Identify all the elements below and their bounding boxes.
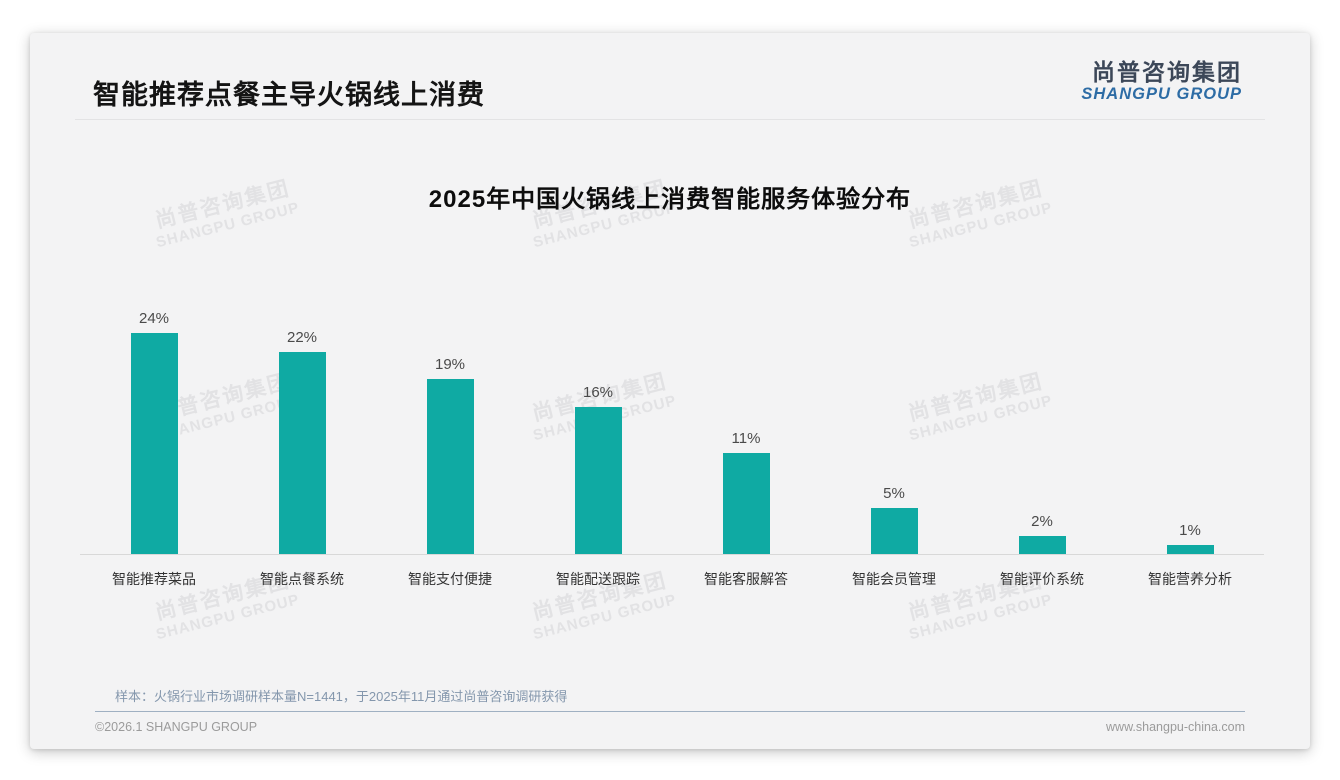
bar-slot: 5%: [820, 273, 968, 554]
company-logo: 尚普咨询集团 SHANGPU GROUP: [1081, 59, 1242, 104]
logo-en-text: SHANGPU GROUP: [1081, 85, 1242, 104]
category-label: 智能点餐系统: [260, 571, 344, 587]
bar-chart-plot: 24% 22% 19% 16% 11% 5% 2% 1%: [80, 273, 1264, 554]
bar: [1018, 536, 1066, 554]
bar-slot: 2%: [968, 273, 1116, 554]
bar-value-label: 5%: [883, 485, 905, 502]
chart-title: 2025年中国火锅线上消费智能服务体验分布: [428, 186, 912, 213]
bar: [130, 333, 178, 554]
bar: [278, 352, 326, 554]
title-divider: [75, 119, 1265, 120]
category-label: 智能会员管理: [852, 571, 936, 587]
bar-value-label: 24%: [138, 310, 170, 327]
bar-slot: 16%: [524, 273, 672, 554]
bar: [574, 407, 622, 554]
page-title: 智能推荐点餐主导火锅线上消费: [93, 80, 485, 110]
bar-slot: 22%: [228, 273, 376, 554]
bar-slot: 19%: [376, 273, 524, 554]
category-axis: 智能推荐菜品 智能点餐系统 智能支付便捷 智能配送跟踪 智能客服解答 智能会员管理 智能评价…: [80, 569, 1264, 589]
footer: ©2026.1 SHANGPU GROUP www.shangpu-china.…: [95, 720, 1245, 734]
bar-value-label: 22%: [286, 329, 318, 346]
category-label: 智能推荐菜品: [112, 571, 196, 587]
category-label: 智能评价系统: [1000, 571, 1084, 587]
sample-note: 样本：火锅行业市场调研样本量N=1441，于2025年11月通过尚普咨询调研获得: [115, 689, 568, 704]
logo-cn-text: 尚普咨询集团: [1092, 59, 1242, 85]
bar-value-label: 19%: [434, 356, 466, 373]
bar-value-label: 1%: [1179, 522, 1201, 539]
watermark-en: SHANGPU GROUP: [531, 591, 679, 644]
bar-slot: 24%: [80, 273, 228, 554]
category-label: 智能客服解答: [704, 571, 788, 587]
x-axis-line: [80, 554, 1264, 555]
footer-divider: [95, 711, 1245, 712]
bar-slot: 11%: [672, 273, 820, 554]
bar-slot: 1%: [1116, 273, 1264, 554]
bar-value-label: 11%: [731, 430, 761, 447]
bar: [870, 508, 918, 554]
bar: [426, 379, 474, 554]
bar: [722, 453, 770, 554]
slide-card: 尚普咨询集团 SHANGPU GROUP 尚普咨询集团 SHANGPU GROU…: [30, 33, 1310, 749]
category-label: 智能营养分析: [1148, 571, 1232, 587]
bar-value-label: 2%: [1031, 513, 1053, 530]
bar-value-label: 16%: [582, 384, 614, 401]
watermark-en: SHANGPU GROUP: [907, 591, 1055, 644]
watermark-en: SHANGPU GROUP: [154, 591, 302, 644]
copyright-text: ©2026.1 SHANGPU GROUP: [95, 720, 258, 734]
website-url: www.shangpu-china.com: [1106, 720, 1245, 734]
bar: [1166, 545, 1214, 554]
category-label: 智能支付便捷: [408, 571, 492, 587]
category-label: 智能配送跟踪: [556, 571, 640, 587]
